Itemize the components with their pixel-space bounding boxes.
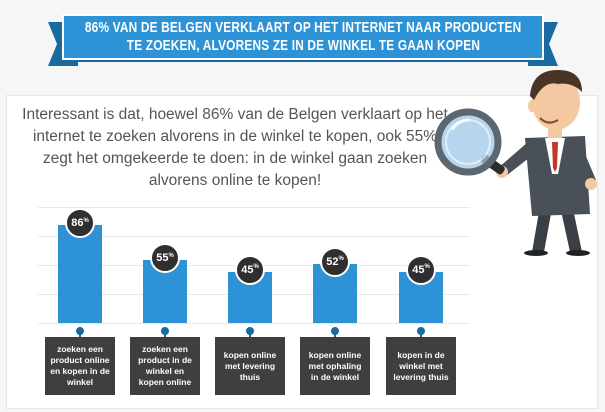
grid-line — [38, 236, 470, 237]
connector-dot — [246, 327, 254, 335]
connector-line — [420, 333, 422, 339]
category-label: kopen online met levering thuis — [215, 337, 285, 395]
man-with-magnifying-glass-icon — [434, 70, 597, 256]
banner-title-line-2: TE ZOEKEN, ALVORENS ZE IN DE WINKEL TE G… — [126, 38, 480, 54]
connector-dot — [76, 327, 84, 335]
value-label: 45% — [406, 254, 436, 285]
grid-line — [38, 207, 470, 208]
ribbon: 86% VAN DE BELGEN VERKLAART OP HET INTER… — [62, 14, 544, 60]
category-label: zoeken een product online en kopen in de… — [45, 337, 115, 395]
value-label: 45% — [235, 254, 265, 285]
banner-title-line-1: 86% VAN DE BELGEN VERKLAART OP HET INTER… — [84, 20, 522, 36]
connector-line — [79, 333, 81, 339]
category-label: zoeken een product in de winkel en kopen… — [130, 337, 200, 395]
connector-line — [164, 333, 166, 339]
connector-dot — [161, 327, 169, 335]
grid-line — [38, 323, 470, 324]
intro-text: Interessant is dat, hoewel 86% van de Be… — [22, 106, 448, 189]
category-label: kopen online met ophaling in de winkel — [300, 337, 370, 395]
connector-line — [334, 333, 336, 339]
value-label: 55% — [150, 243, 180, 274]
connector-dot — [417, 327, 425, 335]
connector-line — [249, 333, 251, 339]
value-label: 52% — [320, 246, 350, 277]
title-banner: 86% VAN DE BELGEN VERKLAART OP HET INTER… — [48, 14, 558, 66]
bar — [58, 225, 102, 323]
category-label: kopen in de winkel met levering thuis — [386, 337, 456, 395]
value-label: 86% — [65, 208, 95, 238]
connector-dot — [331, 327, 339, 335]
